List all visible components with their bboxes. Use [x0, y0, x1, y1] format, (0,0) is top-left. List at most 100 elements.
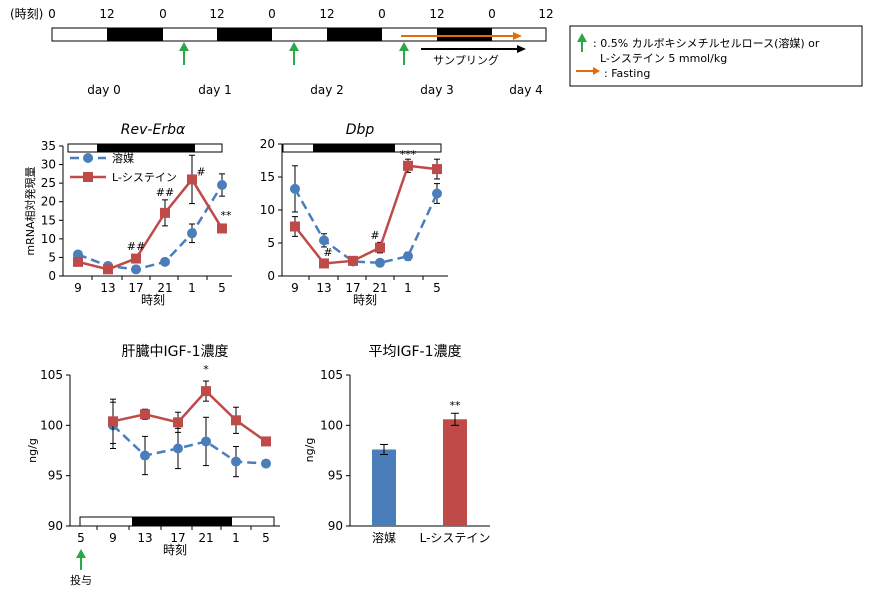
dose-arrowhead [76, 549, 86, 558]
y-tick-label: 90 [328, 519, 343, 533]
x-tick-label: 9 [291, 281, 299, 295]
data-point-cysteine [73, 256, 83, 267]
x-tick-label: 5 [262, 531, 270, 545]
data-point-vehicle [375, 257, 385, 268]
timeline-ticks: 0 12 0 12 0 12 0 12 0 12 [48, 7, 553, 21]
data-point-cysteine [131, 253, 141, 264]
data-point-vehicle [261, 458, 271, 469]
series-line-vehicle [112, 424, 267, 465]
data-point-vehicle [187, 228, 197, 239]
y-tick-label: 15 [41, 213, 56, 227]
series-line-vehicle [293, 188, 439, 265]
data-point-cysteine [140, 409, 150, 420]
x-tick-label: L-システイン [420, 531, 491, 545]
y-tick-label: 5 [267, 236, 275, 250]
dose-arrow-3 [399, 42, 409, 65]
y-tick-label: 25 [41, 176, 56, 190]
data-point-cysteine [261, 436, 271, 447]
legend-box: : 0.5% カルボキシメチルセルロース(溶媒) or L-システイン 5 mm… [569, 25, 863, 87]
series-line-cysteine [112, 389, 267, 443]
data-point-vehicle [231, 456, 241, 467]
x-tick-label: 1 [188, 281, 196, 295]
significance-mark: # [196, 166, 205, 179]
y-tick-label: 90 [48, 519, 63, 533]
dark-phase [313, 144, 395, 152]
significance-mark: ## [156, 186, 174, 199]
data-point-cysteine [160, 207, 170, 218]
y-tick-label: 95 [328, 469, 343, 483]
timeline-tick-label: 12 [209, 7, 224, 21]
x-axis-label: 時刻 [163, 543, 187, 557]
data-point-cysteine [173, 417, 183, 428]
y-tick-label: 20 [41, 195, 56, 209]
timeline: (時刻) 0 12 0 12 0 12 0 12 0 12 サンプリング day 0 day 1 da… [10, 7, 554, 97]
y-tick-label: 20 [260, 137, 275, 151]
x-tick-label: 9 [109, 531, 117, 545]
data-point-cysteine [348, 255, 358, 266]
dark-phase [97, 144, 195, 152]
data-point-cysteine [432, 164, 442, 175]
y-tick-label: 10 [41, 232, 56, 246]
x-axis-label: 時刻 [353, 293, 377, 307]
timeline-dark-3 [327, 28, 382, 41]
x-tick-label: 21 [372, 281, 387, 295]
data-point-cysteine [403, 160, 413, 171]
timeline-day-label: day 2 [310, 83, 344, 97]
x-axis-label: 時刻 [141, 293, 165, 307]
x-tick-label: 溶媒 [372, 530, 396, 545]
data-point-vehicle [201, 436, 211, 447]
significance-mark: # [323, 246, 332, 259]
timeline-time-label: (時刻) [10, 7, 43, 21]
legend-line-1: : 0.5% カルボキシメチルセルロース(溶媒) or [593, 36, 820, 50]
timeline-day-label: day 4 [509, 83, 543, 97]
data-point-vehicle [217, 180, 227, 190]
series-line-cysteine [294, 164, 438, 265]
data-point-cysteine [319, 258, 329, 269]
chart-title: Dbp [346, 122, 375, 138]
timeline-dark-4 [437, 28, 492, 41]
sampling-label: サンプリング [433, 53, 499, 67]
bar-cysteine [443, 419, 467, 526]
x-tick-label: 9 [74, 281, 82, 295]
timeline-tick-label: 0 [378, 7, 386, 21]
legend-label-vehicle: 溶媒 [112, 151, 134, 165]
x-tick-label: 21 [157, 281, 172, 295]
chart-title: 平均IGF-1濃度 [369, 344, 462, 360]
data-point-cysteine [108, 416, 118, 427]
data-point-vehicle [160, 256, 170, 267]
data-point-cysteine [217, 223, 227, 234]
timeline-days: day 0 day 1 day 2 day 3 day 4 [87, 83, 543, 97]
x-tick-label: 5 [218, 281, 226, 295]
x-tick-label: 5 [433, 281, 441, 295]
data-point-vehicle [319, 235, 329, 246]
timeline-bar [51, 27, 547, 42]
data-point-cysteine [103, 264, 113, 275]
legend-frame [569, 25, 863, 87]
chart-title: Rev-Erbα [121, 122, 186, 138]
y-tick-label: 100 [40, 418, 63, 432]
x-tick-label: 21 [198, 531, 213, 545]
x-tick-label: 1 [232, 531, 240, 545]
legend-marker-vehicle [83, 153, 93, 163]
timeline-tick-label: 12 [429, 7, 444, 21]
legend-marker-cysteine [83, 172, 93, 182]
y-tick-label: 30 [41, 158, 56, 172]
significance-mark: # [370, 229, 379, 242]
y-tick-label: 95 [48, 469, 63, 483]
dose-arrow-2 [289, 42, 299, 65]
data-point-cysteine [231, 415, 241, 426]
x-tick-label: 17 [170, 531, 185, 545]
x-tick-label: 5 [77, 531, 85, 545]
series-line-cysteine [77, 177, 224, 271]
y-tick-label: 0 [48, 269, 56, 283]
y-tick-label: 5 [48, 250, 56, 264]
significance-mark: ## [127, 240, 145, 253]
legend-label-cysteine: L-システイン [112, 171, 177, 184]
legend-line-2: L-システイン 5 mmol/kg [600, 52, 727, 65]
x-tick-label: 13 [100, 281, 115, 295]
data-point-cysteine [290, 221, 300, 232]
